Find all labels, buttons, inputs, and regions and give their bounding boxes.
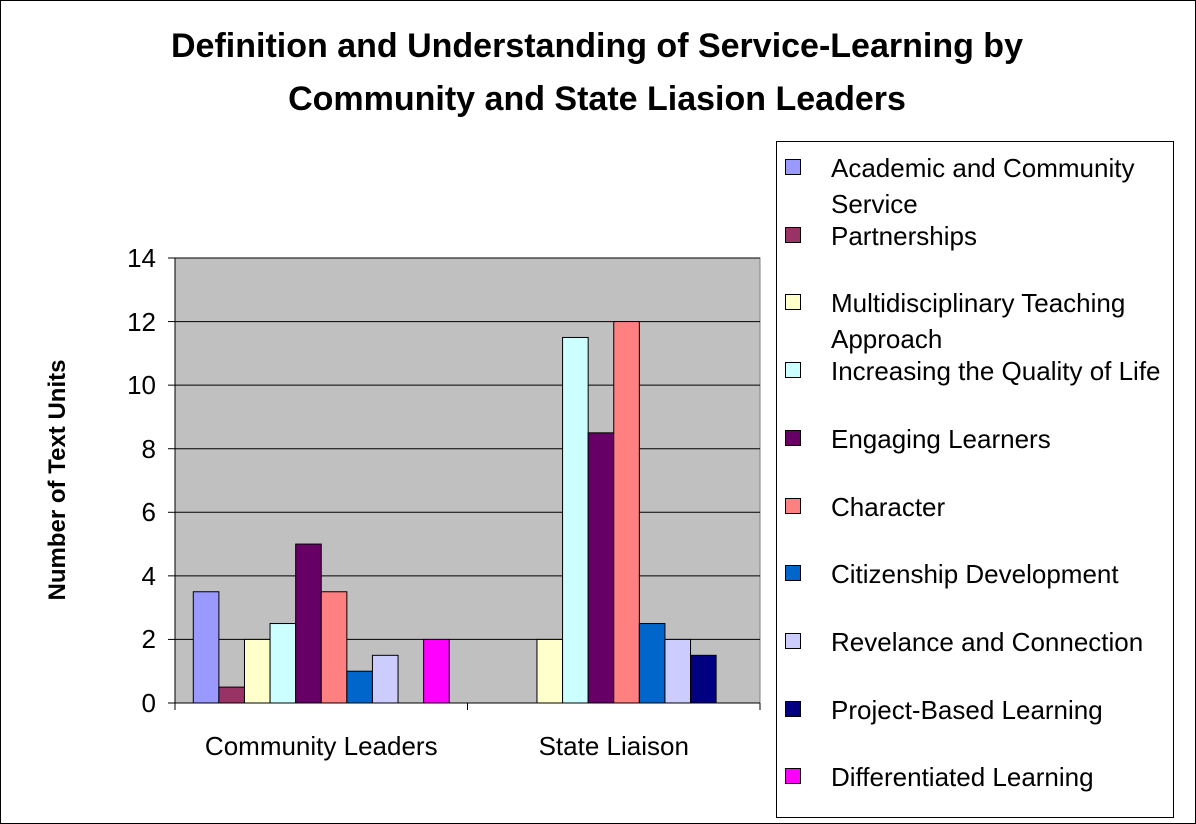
y-tick-label: 14 bbox=[127, 243, 156, 273]
y-tick-label: 2 bbox=[141, 624, 156, 655]
legend-label: Multidisciplinary Teaching Approach bbox=[831, 288, 1126, 355]
legend-label: Citizenship Development bbox=[831, 559, 1119, 590]
legend-swatch bbox=[785, 294, 801, 311]
legend-item: Engaging Learners bbox=[785, 421, 1170, 489]
plot-area bbox=[174, 257, 761, 704]
legend-swatch bbox=[785, 362, 801, 379]
legend-swatch bbox=[785, 700, 801, 717]
legend-item: Project-Based Learning bbox=[785, 692, 1170, 760]
legend-swatch bbox=[785, 497, 801, 514]
bar bbox=[664, 638, 692, 704]
legend: Academic and Community Service Partnershi… bbox=[776, 141, 1174, 818]
legend-item: Revelance and Connection bbox=[785, 624, 1170, 692]
y-tick-label: 12 bbox=[127, 306, 156, 337]
legend-item: Differentiated Learning bbox=[785, 759, 1170, 824]
legend-label: Engaging Learners bbox=[831, 423, 1051, 454]
y-tick-label: 6 bbox=[141, 497, 156, 528]
bar bbox=[218, 686, 245, 704]
y-tick-label: 8 bbox=[141, 433, 156, 464]
bar bbox=[690, 654, 717, 704]
bar bbox=[192, 591, 220, 704]
legend-label: Character bbox=[831, 491, 946, 522]
legend-label: Revelance and Connection bbox=[831, 626, 1144, 657]
bar bbox=[587, 432, 615, 704]
bar bbox=[613, 321, 640, 704]
bar bbox=[320, 591, 348, 704]
bar bbox=[536, 638, 564, 704]
legend-item: Citizenship Development bbox=[785, 556, 1170, 624]
bar bbox=[638, 623, 666, 704]
x-tick-label: State Liaison bbox=[538, 731, 689, 761]
legend-swatch bbox=[785, 565, 801, 582]
bar bbox=[423, 638, 450, 704]
legend-swatch bbox=[785, 768, 801, 785]
legend-label: Academic and Community Service bbox=[831, 153, 1135, 219]
legend-label: Differentiated Learning bbox=[831, 762, 1094, 793]
bar bbox=[562, 336, 589, 704]
bar bbox=[346, 670, 373, 704]
legend-label: Partnerships bbox=[831, 220, 977, 251]
legend-item: Partnerships bbox=[785, 218, 1170, 286]
bar bbox=[295, 543, 322, 704]
legend-swatch bbox=[785, 632, 801, 649]
bar bbox=[371, 654, 399, 704]
legend-swatch bbox=[785, 429, 801, 446]
legend-label: Project-Based Learning bbox=[831, 694, 1103, 725]
y-tick-label: 4 bbox=[141, 560, 156, 591]
y-tick-label: 10 bbox=[127, 370, 156, 401]
legend-item: Character bbox=[785, 489, 1170, 557]
legend-item: Multidisciplinary Teaching Approach bbox=[785, 285, 1170, 354]
legend-swatch bbox=[785, 159, 801, 175]
chart-title: Definition and Understanding of Service-… bbox=[171, 27, 1023, 118]
x-tick-label: Community Leaders bbox=[204, 731, 438, 761]
legend-swatch bbox=[785, 226, 801, 243]
bar bbox=[269, 623, 297, 704]
bar bbox=[243, 638, 271, 704]
legend-item: Academic and Community Service bbox=[785, 150, 1170, 219]
y-tick-label: 0 bbox=[141, 688, 156, 718]
legend-label: Increasing the Quality of Life bbox=[831, 356, 1161, 387]
legend-item: Increasing the Quality of Life bbox=[785, 353, 1170, 421]
